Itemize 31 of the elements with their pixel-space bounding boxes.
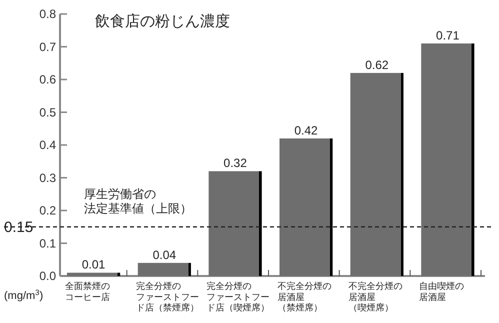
y-tick-label: 0.3 xyxy=(39,170,56,185)
x-tick-label: 完全分煙のファーストフード店（喫煙席） xyxy=(206,281,270,313)
y-tick-label: 0.6 xyxy=(39,72,56,86)
y-tick-label: 0.4 xyxy=(39,138,56,152)
annotation: 厚生労働省の法定基準値（上限） xyxy=(84,186,192,216)
ref-line-label: 0.15 xyxy=(4,218,34,236)
bar xyxy=(67,272,120,276)
data-label: 0.42 xyxy=(294,123,318,138)
y-tick-label: 0.1 xyxy=(39,236,56,250)
y-tick-label: 0.8 xyxy=(39,7,56,21)
data-label: 0.04 xyxy=(152,248,176,262)
y-tick-label: 0.0 xyxy=(39,269,56,283)
bar xyxy=(208,171,262,276)
data-label: 0.01 xyxy=(82,258,106,272)
bar xyxy=(350,72,404,276)
x-tick-label: 完全分煙のファーストフード店（禁煙席） xyxy=(136,281,199,313)
bar xyxy=(421,43,474,276)
y-tick-label: 0.7 xyxy=(39,40,56,54)
bar xyxy=(280,138,333,276)
bar xyxy=(138,262,191,276)
chart-title: 飲食店の粉じん濃度 xyxy=(95,13,230,30)
y-tick-label: 0.5 xyxy=(39,105,56,120)
x-tick-label: 全面禁煙のコーヒー店 xyxy=(65,281,110,302)
x-tick-label: 不完全分煙の居酒屋（喫煙席） xyxy=(348,281,402,313)
x-tick-label: 自由喫煙の居酒屋 xyxy=(419,281,464,302)
data-label: 0.71 xyxy=(436,28,460,42)
x-tick-label: 不完全分煙の居酒屋（禁煙席） xyxy=(278,281,332,313)
y-tick-label: 0.2 xyxy=(39,204,56,218)
y-axis-title: (mg/m$^{3}$) xyxy=(4,288,44,302)
data-label: 0.32 xyxy=(224,156,248,170)
data-label: 0.62 xyxy=(365,58,389,72)
